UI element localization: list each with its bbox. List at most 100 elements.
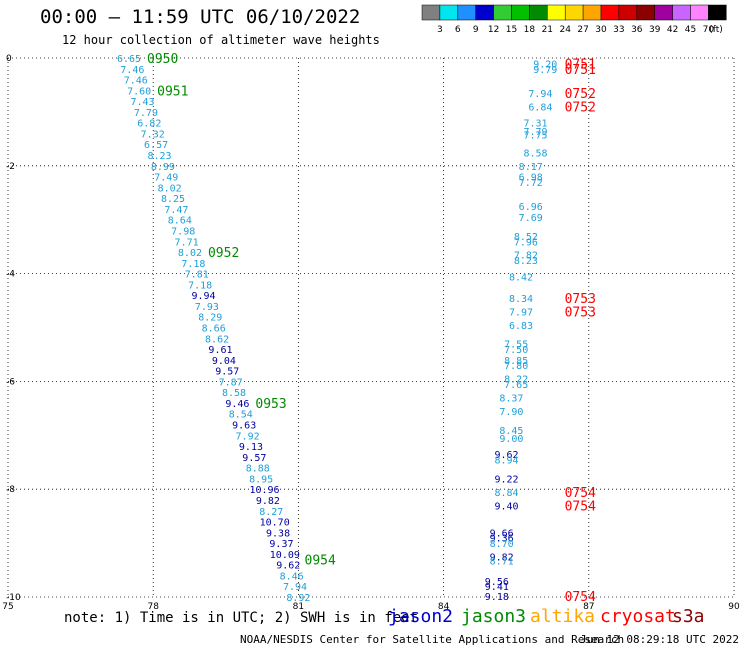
track-a-value-label: 8.02 <box>178 248 202 259</box>
colorbar-tick-label: 33 <box>613 25 624 35</box>
track-b-value-label: 7.79 <box>524 127 548 138</box>
track-a-value-label: 8.54 <box>229 410 253 421</box>
page-title: 00:00 – 11:59 UTC 06/10/2022 <box>40 6 361 28</box>
track-b-value-label: 9.82 <box>490 553 514 564</box>
track-a-value-label: 9.46 <box>225 399 249 410</box>
track-b-value-label: 7.31 <box>524 119 548 130</box>
track-a-value-label: 9.61 <box>208 345 232 356</box>
track-b-value-label: 7.94 <box>528 89 552 100</box>
colorbar-unit-label: (ft) <box>709 25 723 35</box>
track-b-value-label: 9.22 <box>494 474 518 485</box>
y-tick-label: 0 <box>6 54 12 64</box>
track-b-value-label: 9.66 <box>490 528 514 539</box>
track-a-value-label: 8.99 <box>151 162 175 173</box>
track-a-value-label: 7.87 <box>219 377 243 388</box>
track-b-value-label: 8.94 <box>494 456 518 467</box>
track-b-value-label: 7.65 <box>504 380 528 391</box>
track-a-value-label: 7.46 <box>124 76 148 87</box>
colorbar-tick-label: 9 <box>473 25 479 35</box>
track-b-value-label: 8.23 <box>514 256 538 267</box>
track-a-value-label: 8.29 <box>198 313 222 324</box>
x-tick-label: 90 <box>728 602 740 612</box>
track-a-value-label: 6.82 <box>137 119 161 130</box>
track-b-value-label: 7.82 <box>514 251 538 262</box>
track-a-value-label: 8.02 <box>158 183 182 194</box>
y-tick-label: -2 <box>6 162 15 172</box>
legend-item-jason3: jason3 <box>461 606 527 627</box>
track-b-time-label: 0752 <box>565 87 596 102</box>
track-b-value-label: 9.41 <box>485 582 509 593</box>
track-a-time-label: 0952 <box>208 246 239 261</box>
colorbar-tick-label: 12 <box>488 25 499 35</box>
x-tick-label: 81 <box>293 602 304 612</box>
track-a-value-label: 8.88 <box>246 464 270 475</box>
track-b-value-label: 8.17 <box>519 162 543 173</box>
track-b-value-label: 7.80 <box>504 361 528 372</box>
track-b-value-label: 9.79 <box>533 65 557 76</box>
track-a-value-label: 9.94 <box>191 291 215 302</box>
track-b-value-label: 9.20 <box>533 59 557 70</box>
track-b-time-label: 0754 <box>565 590 596 605</box>
track-a-value-label: 6.57 <box>144 140 168 151</box>
colorbar-tick-label: 18 <box>524 25 536 35</box>
track-a-value-label: 7.79 <box>134 108 158 119</box>
track-b-time-label: 0754 <box>565 499 596 514</box>
footer-note: note: 1) Time is in UTC; 2) SWH is in fe… <box>64 610 419 626</box>
legend-item-altika: altika <box>530 606 596 627</box>
track-b-value-label: 7.69 <box>519 213 543 224</box>
track-a-value-label: 8.46 <box>280 571 304 582</box>
track-a-value-label: 7.49 <box>154 173 178 184</box>
track-b-value-label: 6.83 <box>509 321 533 332</box>
colorbar-tick-label: 3 <box>437 25 443 35</box>
track-a-value-label: 7.93 <box>195 302 219 313</box>
track-b-value-label: 9.18 <box>485 592 509 603</box>
grid <box>7 57 735 598</box>
track-a-value-label: 8.23 <box>147 151 171 162</box>
track-b-value-label: 7.50 <box>504 345 528 356</box>
colorbar-tick-label: 6 <box>455 25 461 35</box>
track-a-value-label: 8.58 <box>222 388 246 399</box>
track-a-value-label: 8.66 <box>202 324 226 335</box>
y-tick-label: -4 <box>6 270 15 280</box>
track-a-value-label: 7.43 <box>131 97 155 108</box>
track-a-value-label: 7.92 <box>236 431 260 442</box>
track-b-value-label: 7.75 <box>524 131 548 142</box>
colorbar-tick-label: 27 <box>577 25 588 35</box>
footer-credit: NOAA/NESDIS Center for Satellite Applica… <box>240 633 625 646</box>
track-b-time-label: 0753 <box>565 305 596 320</box>
track-a-value-label: 7.94 <box>283 582 307 593</box>
track-b-time-label: 0753 <box>565 292 596 307</box>
track-a-value-label: 9.82 <box>256 496 280 507</box>
track-b-value-label: 9.40 <box>494 501 518 512</box>
track-a-value-label: 8.25 <box>161 194 185 205</box>
track-b-time-label: 0751 <box>565 63 596 78</box>
colorbar-tick-label: 30 <box>595 25 607 35</box>
legend-item-jason2: jason2 <box>388 606 454 627</box>
track-a-value-label: 7.60 <box>127 86 151 97</box>
track-b-time-label: 0751 <box>565 57 596 72</box>
track-b-value-label: 8.84 <box>494 488 518 499</box>
track-a-value-label: 9.13 <box>239 442 263 453</box>
track-a-value-label: 9.04 <box>212 356 236 367</box>
track-b-value-label: 7.96 <box>514 237 538 248</box>
track-a-value-label: 7.18 <box>188 280 212 291</box>
track-a-value-label: 7.98 <box>171 226 195 237</box>
track-b-value-label: 8.42 <box>509 272 533 283</box>
track-b-time-label: 0754 <box>565 486 596 501</box>
track-b-value-label: 6.98 <box>519 173 543 184</box>
color-scale-legend: 3 6 9 12 15 18 21 24 27 30 33 36 39 42 45 70(ft) <box>421 4 727 35</box>
colorbar-tick-label: 45 <box>685 25 696 35</box>
colorbar-tick-label: 21 <box>542 25 553 35</box>
track-a-value-label: 7.46 <box>120 65 144 76</box>
legend-item-s3a: s3a <box>672 606 705 627</box>
colorbar-tick-label: 70 <box>703 25 715 35</box>
track-a-value-label: 8.95 <box>249 474 273 485</box>
track-b-value-label: 8.58 <box>524 148 548 159</box>
track-b-value-label: 8.22 <box>504 375 528 386</box>
track-b-value-label: 8.34 <box>509 294 533 305</box>
track-a-value-label: 7.47 <box>164 205 188 216</box>
y-tick-label: -6 <box>6 377 15 387</box>
track-b-value-label: 8.52 <box>514 232 538 243</box>
track-a-value-label: 8.27 <box>259 507 283 518</box>
